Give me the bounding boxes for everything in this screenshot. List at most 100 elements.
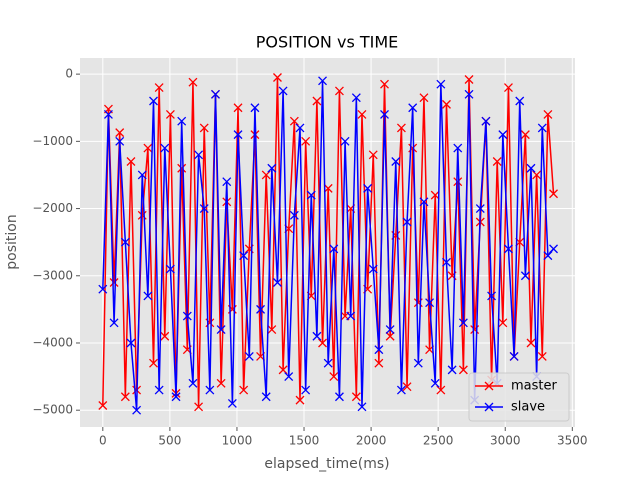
marker — [306, 190, 316, 200]
marker — [357, 109, 367, 119]
marker — [498, 318, 508, 328]
marker — [261, 392, 271, 402]
marker — [143, 291, 153, 301]
marker — [227, 399, 237, 408]
marker — [413, 358, 423, 368]
marker — [137, 170, 147, 180]
marker — [149, 96, 158, 106]
marker — [447, 365, 457, 375]
marker — [504, 244, 513, 254]
marker — [509, 351, 519, 361]
marker — [351, 93, 361, 103]
marker — [143, 143, 153, 153]
marker — [380, 109, 389, 119]
y-tick-label: 0 — [65, 67, 73, 81]
marker — [182, 311, 192, 321]
marker — [458, 365, 468, 375]
marker — [385, 331, 395, 341]
legend-marker — [484, 381, 494, 391]
marker — [549, 244, 558, 254]
marker — [442, 257, 451, 267]
legend-box — [468, 372, 570, 422]
marker — [278, 365, 288, 375]
marker — [109, 278, 119, 287]
marker — [340, 136, 350, 146]
marker — [98, 284, 108, 294]
marker — [289, 210, 299, 220]
marker — [430, 378, 440, 388]
marker — [165, 264, 175, 274]
marker — [194, 150, 204, 160]
x-axis-label: elapsed_time(ms) — [264, 456, 389, 472]
marker — [267, 163, 277, 173]
marker — [318, 76, 327, 86]
marker — [458, 318, 468, 328]
marker — [103, 109, 113, 119]
marker — [391, 157, 401, 166]
marker — [126, 338, 136, 348]
marker — [520, 130, 530, 140]
marker — [273, 73, 282, 82]
marker — [318, 338, 327, 348]
marker — [115, 128, 125, 138]
marker — [239, 385, 249, 395]
marker — [199, 123, 209, 133]
marker — [385, 325, 395, 335]
marker — [211, 89, 220, 99]
marker — [481, 116, 491, 126]
marker — [289, 116, 299, 126]
marker — [149, 358, 158, 368]
marker — [396, 385, 406, 395]
marker — [351, 392, 361, 402]
marker — [408, 103, 418, 113]
marker — [188, 77, 198, 87]
x-tick-label: 0 — [99, 434, 107, 448]
marker — [402, 217, 412, 227]
marker — [284, 372, 294, 382]
marker — [402, 382, 412, 392]
legend-label: master — [511, 379, 557, 394]
marker — [396, 123, 406, 133]
marker — [323, 183, 333, 193]
marker — [442, 99, 451, 109]
marker — [115, 136, 125, 146]
marker — [154, 385, 164, 395]
marker — [464, 75, 474, 84]
y-tick-label: −1000 — [32, 134, 73, 148]
legend: master slave — [468, 372, 570, 422]
marker — [329, 244, 339, 254]
y-tick-label: −3000 — [32, 268, 73, 282]
marker — [419, 93, 429, 103]
marker — [498, 130, 508, 140]
marker — [199, 204, 209, 214]
marker — [177, 116, 187, 126]
marker — [295, 395, 305, 405]
marker — [301, 385, 311, 395]
x-tick-label: 2500 — [423, 434, 454, 448]
marker — [334, 86, 344, 96]
y-tick-label: −5000 — [32, 403, 73, 417]
marker — [126, 157, 136, 166]
marker — [273, 278, 282, 287]
x-tick-label: 3500 — [557, 434, 588, 448]
marker — [537, 123, 547, 133]
marker — [430, 190, 440, 200]
marker — [120, 237, 130, 247]
marker — [98, 401, 108, 410]
marker — [526, 338, 536, 348]
marker — [453, 143, 463, 153]
marker — [244, 351, 254, 361]
x-tick-label: 500 — [158, 434, 181, 448]
marker — [301, 136, 311, 146]
marker — [165, 109, 175, 119]
marker — [464, 89, 474, 99]
marker — [267, 325, 277, 335]
marker — [549, 189, 558, 199]
marker — [368, 150, 378, 160]
marker — [177, 163, 187, 173]
marker — [425, 298, 435, 308]
marker — [323, 358, 333, 368]
marker — [120, 392, 130, 402]
marker — [475, 204, 485, 214]
